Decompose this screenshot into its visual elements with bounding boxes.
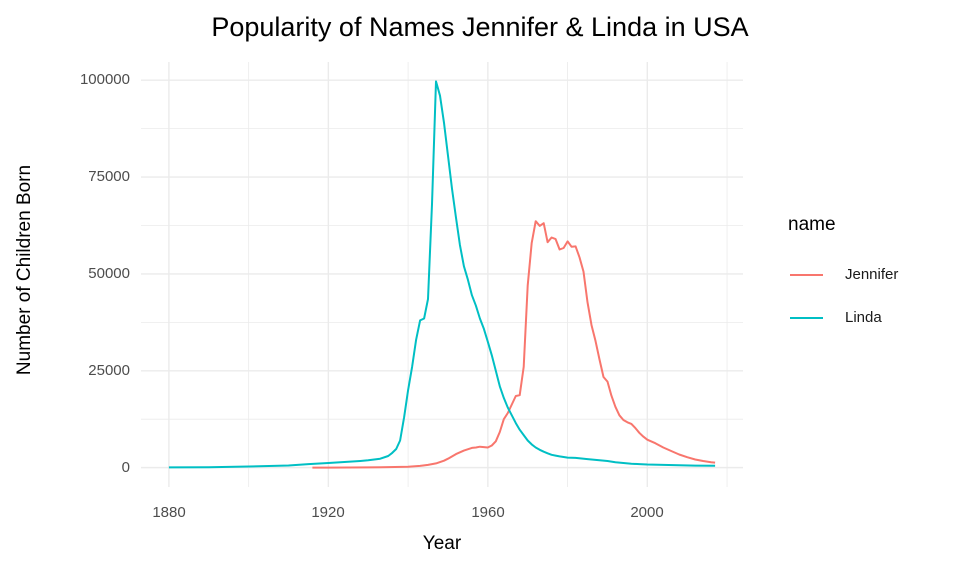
y-tick-label-100000: 100000 bbox=[79, 71, 130, 88]
x-axis-title: Year bbox=[422, 533, 462, 554]
y-tick-label-50000: 50000 bbox=[88, 265, 130, 282]
legend-title: name bbox=[788, 214, 836, 235]
legend-label-jennifer: Jennifer bbox=[845, 266, 899, 283]
legend-entry-linda: Linda bbox=[790, 308, 882, 328]
chart-title: Popularity of Names Jennifer & Linda in … bbox=[211, 12, 749, 42]
series-line-jennifer bbox=[312, 220, 716, 469]
x-tick-label-1960: 1960 bbox=[471, 504, 505, 521]
y-tick-label-25000: 25000 bbox=[88, 362, 130, 379]
legend-key-line-jennifer bbox=[790, 273, 823, 277]
legend-label-linda: Linda bbox=[845, 309, 882, 326]
y-tick-label-75000: 75000 bbox=[88, 168, 130, 185]
x-tick-label-2000: 2000 bbox=[630, 504, 664, 521]
x-tick-label-1880: 1880 bbox=[152, 504, 186, 521]
y-tick-label-0: 0 bbox=[121, 459, 130, 476]
x-tick-label-1920: 1920 bbox=[311, 504, 345, 521]
legend-entry-jennifer: Jennifer bbox=[790, 265, 898, 285]
series-line-linda bbox=[168, 80, 716, 469]
legend-key-line-linda bbox=[790, 316, 823, 320]
